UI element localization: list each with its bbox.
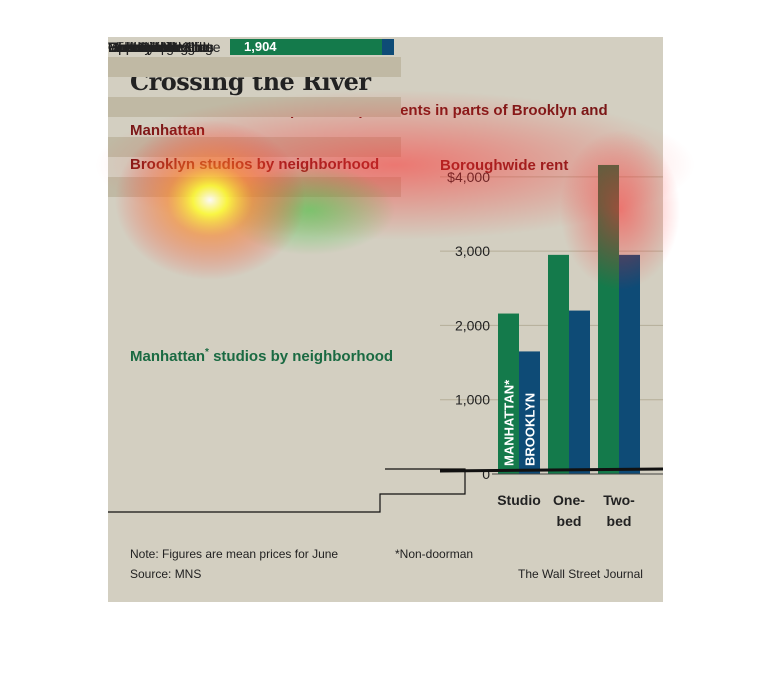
brooklyn-row-label: Park Slope [108, 39, 177, 55]
x-tick-label: Studio [497, 492, 541, 508]
manhattan-heading: Manhattan* studios by neighborhood [130, 347, 393, 365]
manhattan-row-label: Upper East Side [108, 39, 210, 55]
manhattan-bar-value: 1,904 [244, 39, 277, 54]
y-tick-label: 2,000 [455, 317, 490, 333]
manhattan-row-label: Chelsea [108, 39, 160, 55]
brooklyn-row-label: Williamsburg [108, 39, 189, 55]
x-tick-label: One- [553, 492, 585, 508]
credit-text: The Wall Street Journal [518, 567, 643, 581]
y-tick-label: 3,000 [455, 243, 490, 259]
rent-bar [519, 351, 540, 474]
manhattan-row-label: Murray Hill [108, 39, 175, 55]
rent-bar [619, 254, 640, 474]
manhattan-row-label: Midtown West [108, 39, 196, 55]
x-tick-label: Two- [603, 492, 635, 508]
rent-bar [498, 313, 519, 474]
series-label: BROOKLYN [523, 393, 538, 466]
x-tick-label: bed [557, 513, 582, 529]
y-tick-label: 1,000 [455, 392, 490, 408]
series-label: MANHATTAN* [502, 379, 517, 466]
x-tick-label: bed [607, 513, 632, 529]
note-text: Note: Figures are mean prices for June [130, 547, 339, 561]
chart-panel: Crossing the River Here is how rents com… [108, 37, 663, 602]
rent-bar [598, 164, 619, 474]
rent-bar [569, 310, 590, 474]
source-text: Source: MNS [130, 567, 202, 581]
boroughwide-rent-chart: Boroughwide rent01,0002,0003,000$4,000MA… [440, 157, 663, 529]
manhattan-heading-rest: studios by neighborhood [208, 348, 394, 365]
brooklyn-row-label: Dumbo [108, 39, 154, 55]
manhattan-bar [230, 39, 344, 55]
y-tick-label: 0 [482, 466, 490, 482]
brooklyn-row-label: Greenpoint [108, 39, 178, 55]
asterisk-note: *Non-doorman [395, 547, 474, 561]
brooklyn-row-label: Brooklyn Heights [108, 39, 214, 55]
manhattan-row-label: Financial District [108, 39, 211, 55]
brooklyn-row-label: Fort Greene [108, 39, 184, 55]
manhattan-heading-name: Manhattan [130, 348, 205, 365]
manhattan-row-label: Greenwich Village [108, 39, 221, 55]
manhattan-heading-mark: * [205, 347, 209, 358]
rent-bar [548, 254, 569, 474]
manhattan-row-label: Upper West Side [108, 39, 214, 55]
brooklyn-row-label: Cobble Hill [108, 39, 176, 55]
manhattan-row-label: East Village [108, 39, 182, 55]
y-tick-label: $4,000 [447, 169, 490, 185]
